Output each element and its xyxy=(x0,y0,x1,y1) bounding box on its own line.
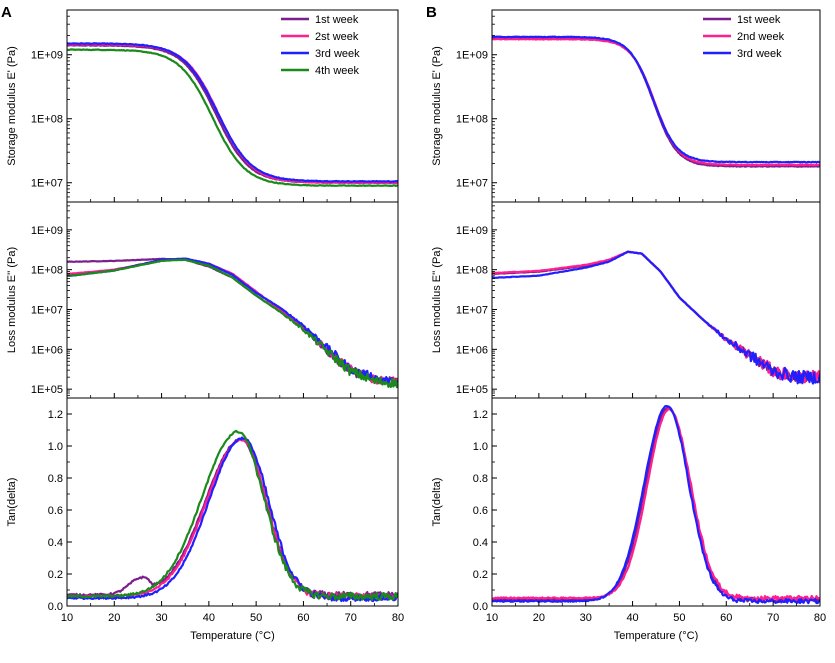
series-line-2st-week xyxy=(67,438,398,601)
x-tick-label: 60 xyxy=(720,612,732,624)
x-tick-label: 70 xyxy=(767,612,779,624)
x-tick-label: 20 xyxy=(533,612,545,624)
x-tick-label: 40 xyxy=(626,612,638,624)
y-tick-label: 1E+09 xyxy=(31,225,63,237)
y-tick-label: 1E+05 xyxy=(31,384,63,396)
y-tick-label: 0.6 xyxy=(48,505,63,517)
x-tick-label: 60 xyxy=(297,612,309,624)
x-tick-label: 20 xyxy=(108,612,120,624)
y-tick-label: 1E+07 xyxy=(31,305,63,317)
y-tick-label: 1.2 xyxy=(473,409,488,421)
series-line-4th-week xyxy=(67,258,398,389)
series-line-4th-week xyxy=(67,429,398,601)
legend-label: 4th week xyxy=(315,65,360,77)
panel-letter: A xyxy=(1,4,12,21)
legend-label: 3rd week xyxy=(737,48,782,60)
series-line-3rd-week xyxy=(492,405,820,605)
x-tick-label: 30 xyxy=(580,612,592,624)
legend-label: 2st week xyxy=(315,31,359,43)
y-axis-label: Loss modulus E'' (Pa) xyxy=(6,247,18,353)
panel-B2: 1E+05 1E+06 1E+07 1E+08 1E+09 Loss modulus E'… xyxy=(431,201,821,399)
y-tick-label: 1.0 xyxy=(473,441,488,453)
legend-label: 1st week xyxy=(737,14,781,26)
x-tick-label: 80 xyxy=(392,612,404,624)
y-tick-label: 0.0 xyxy=(48,601,63,613)
y-tick-label: 0.4 xyxy=(473,537,488,549)
y-tick-label: 1E+08 xyxy=(456,265,488,277)
y-axis-label: Loss modulus E'' (Pa) xyxy=(431,247,443,353)
x-tick-label: 50 xyxy=(673,612,685,624)
y-tick-label: 1E+05 xyxy=(456,384,488,396)
y-tick-label: 1.0 xyxy=(48,441,63,453)
y-tick-label: 1E+06 xyxy=(456,344,488,356)
y-tick-label: 1E+07 xyxy=(456,178,488,190)
y-tick-label: 1E+07 xyxy=(456,305,488,317)
y-tick-label: 1E+06 xyxy=(31,344,63,356)
legend-label: 2nd week xyxy=(737,31,785,43)
series-line-4th-week xyxy=(67,48,398,187)
x-tick-label: 50 xyxy=(250,612,262,624)
y-tick-label: 1E+08 xyxy=(456,114,488,126)
series-line-3rd-week xyxy=(492,250,820,385)
x-tick-label: 70 xyxy=(345,612,357,624)
panel-B3: 0.0 0.2 0.4 0.6 0.8 1.0 1.2 10 20 30 40 50 60 70 80 Tem… xyxy=(431,397,826,642)
panel-frame xyxy=(66,397,399,607)
y-tick-label: 0.8 xyxy=(48,473,63,485)
x-tick-label: 40 xyxy=(203,612,215,624)
y-tick-label: 1E+09 xyxy=(31,50,63,62)
x-tick-label: 10 xyxy=(61,612,73,624)
series-line-3rd-week xyxy=(67,42,398,183)
panel-A1: 1E+07 1E+08 1E+09 Storage modulus E' (Pa) A 1… xyxy=(1,4,399,203)
panel-A3: 0.0 0.2 0.4 0.6 0.8 1.0 1.2 10 20 30 40 50 60 70 80 Tem… xyxy=(6,397,404,642)
y-tick-label: 0.8 xyxy=(473,473,488,485)
x-tick-label: 30 xyxy=(155,612,167,624)
y-tick-label: 0.6 xyxy=(473,505,488,517)
series-line-3rd-week xyxy=(67,436,398,603)
y-tick-label: 1E+09 xyxy=(456,50,488,62)
y-tick-label: 0.2 xyxy=(48,569,63,581)
y-tick-label: 1E+08 xyxy=(31,265,63,277)
panel-B1: 1E+07 1E+08 1E+09 Storage modulus E' (Pa) B 1… xyxy=(426,4,821,203)
y-axis-label: Storage modulus E' (Pa) xyxy=(6,46,18,166)
y-tick-label: 1E+07 xyxy=(31,178,63,190)
y-tick-label: 0.4 xyxy=(48,537,63,549)
series-line-2nd-week xyxy=(492,250,820,385)
y-tick-label: 0.2 xyxy=(473,569,488,581)
y-tick-label: 1E+08 xyxy=(31,114,63,126)
y-tick-label: 0.0 xyxy=(473,601,488,613)
y-axis-label: Tan(delta) xyxy=(431,478,443,527)
y-axis-label: Storage modulus E' (Pa) xyxy=(431,46,443,166)
panel-letter: B xyxy=(426,4,437,21)
series-line-2nd-week xyxy=(492,407,820,601)
series-line-3rd-week xyxy=(492,35,820,164)
y-tick-label: 1E+09 xyxy=(456,225,488,237)
y-tick-label: 1.2 xyxy=(48,409,63,421)
x-axis-label: Temperature (°C) xyxy=(614,630,698,642)
legend-label: 3rd week xyxy=(315,48,360,60)
panel-A2: 1E+05 1E+06 1E+07 1E+08 1E+09 Loss modulus E'… xyxy=(6,201,399,399)
series-line-1st-week xyxy=(67,438,398,599)
x-tick-label: 80 xyxy=(814,612,826,624)
y-axis-label: Tan(delta) xyxy=(6,478,18,527)
legend-label: 1st week xyxy=(315,14,359,26)
x-axis-label: Temperature (°C) xyxy=(190,630,274,642)
x-tick-label: 10 xyxy=(486,612,498,624)
